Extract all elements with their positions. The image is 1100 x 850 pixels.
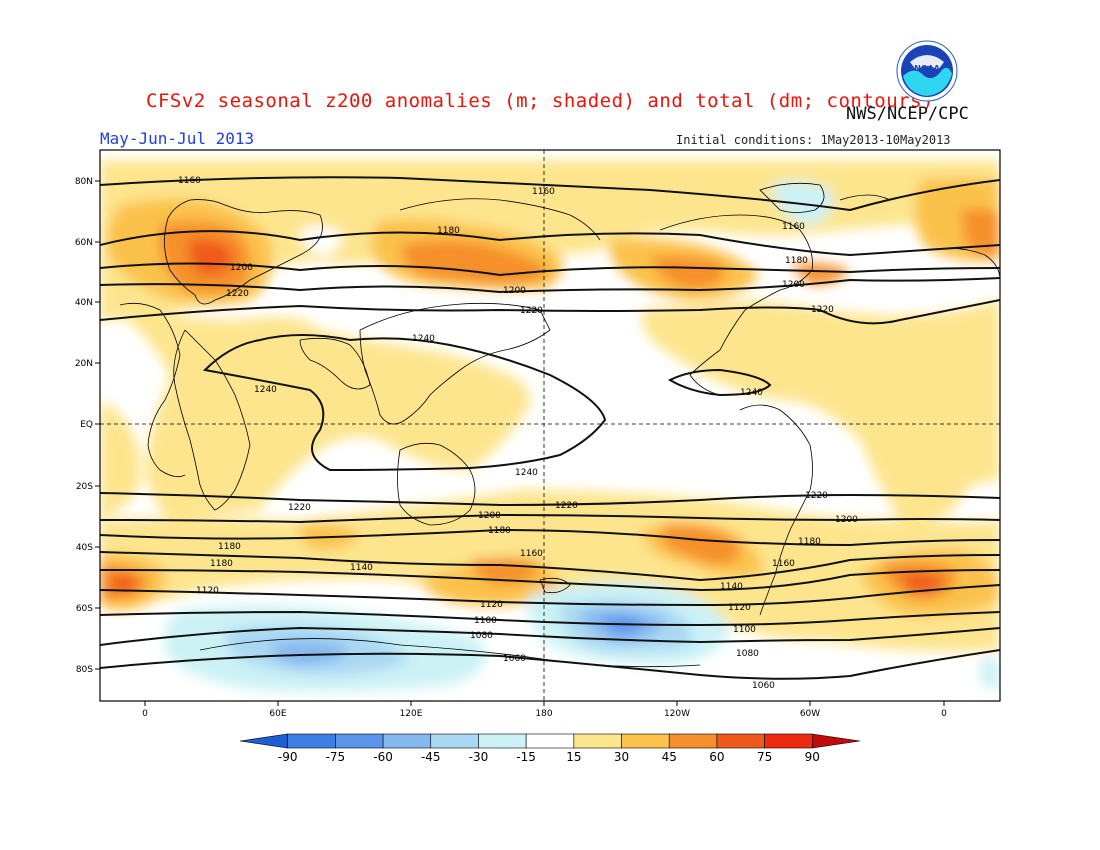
colorbar-swatch [335,733,384,749]
contour-label: 1180 [210,559,233,569]
lat-label: 20S [76,482,93,492]
lon-label: 60W [800,709,820,719]
lat-label: 20N [75,359,93,369]
forecast-period: May-Jun-Jul 2013 [100,129,255,148]
contour-label: 1100 [474,616,497,626]
contour-label: 1180 [785,256,808,266]
contour-label: 1220 [805,491,828,501]
contour-label: 1220 [288,503,311,513]
contour-label: 1180 [488,526,511,536]
colorbar-label: 15 [566,750,581,764]
contour-label: 1140 [720,582,743,592]
contour-label: 1200 [478,511,501,521]
contour-label: 1180 [218,542,241,552]
colorbar-swatch [287,733,336,749]
colorbar-swatch [573,733,622,749]
lon-label: 120W [664,709,690,719]
contour-label: 1240 [515,468,538,478]
contour-label-group: 1160 1160 1160 1180 1180 1200 1200 1200 … [178,176,858,691]
lat-label: 80N [75,177,93,187]
colorbar-swatch [764,733,813,749]
colorbar-swatch [525,733,575,749]
lat-label: 40S [76,543,93,553]
contour-label: 1220 [555,501,578,511]
contour-label: 1220 [520,306,543,316]
colorbar-swatch [382,733,432,749]
lat-label: 60S [76,604,93,614]
colorbar-label: 30 [614,750,629,764]
colorbar-labels: -90 -75 -60 -45 -30 -15 15 30 45 60 75 90 [278,750,820,764]
colorbar-label: -75 [326,750,346,764]
noaa-logo-text: NOAA [914,64,940,73]
lat-label: 60N [75,238,93,248]
contour-label: 1060 [503,654,526,664]
contour-label: 1200 [503,286,526,296]
contour-label: 1240 [740,388,763,398]
lon-label: 60E [269,709,286,719]
contour-label: 1120 [480,600,503,610]
colorbar-label: -60 [373,750,393,764]
colorbar-swatch [621,733,670,749]
contour-label: 1080 [470,631,493,641]
contour-label: 1140 [350,563,373,573]
contour-label: 1200 [230,263,253,273]
colorbar-swatch [812,733,861,749]
contour-label: 1220 [811,305,834,315]
contour-label: 1100 [733,625,756,635]
longitude-axis: 0 60E 120E 180 120W 60W 0 [142,701,947,719]
contour-label: 1120 [196,586,219,596]
lon-label: 180 [535,709,552,719]
colorbar-swatch [716,733,765,749]
latitude-axis: 80N 60N 40N 20N EQ 20S 40S 60S 80S [75,177,100,675]
organization-label: NWS/NCEP/CPC [846,104,969,124]
contour-label: 1160 [178,176,201,186]
colorbar-label: 75 [757,750,772,764]
colorbar-label: -90 [278,750,298,764]
colorbar-label: 45 [662,750,677,764]
colorbar-swatch [239,733,288,749]
colorbar-swatch [430,733,479,749]
contour-label: 1060 [752,681,775,691]
contour-label: 1160 [772,559,795,569]
lon-label: 0 [941,709,947,719]
initial-conditions: Initial conditions: 1May2013-10May2013 [676,133,951,147]
noaa-logo: NOAA [896,40,958,102]
colorbar-swatch [478,733,527,749]
contour-label: 1160 [532,187,555,197]
lon-label: 120E [400,709,423,719]
coastlines [119,182,1000,668]
map-title: CFSv2 seasonal z200 anomalies (m; shaded… [146,90,934,112]
contour-label: 1080 [736,649,759,659]
lat-label: 80S [76,665,93,675]
colorbar-label: -30 [469,750,489,764]
contour-label: 1160 [520,549,543,559]
colorbar-label: 90 [805,750,820,764]
contour-label: 1200 [782,280,805,290]
lon-label: 0 [142,709,148,719]
height-contours [100,176,1000,680]
lat-label: 40N [75,298,93,308]
lat-label: EQ [80,420,93,430]
contour-label: 1200 [835,515,858,525]
colorbar-swatch [668,733,718,749]
contour-label: 1240 [254,385,277,395]
contour-label: 1160 [782,222,805,232]
contour-label: 1220 [226,289,249,299]
contour-label: 1180 [798,537,821,547]
colorbar-label: -15 [516,750,536,764]
colorbar-label: 60 [709,750,724,764]
map-frame [99,149,1001,702]
contour-label: 1240 [412,334,435,344]
contour-label: 1120 [728,603,751,613]
colorbar-label: -45 [421,750,441,764]
colorbar-swatches [239,733,861,749]
contour-label: 1180 [437,226,460,236]
